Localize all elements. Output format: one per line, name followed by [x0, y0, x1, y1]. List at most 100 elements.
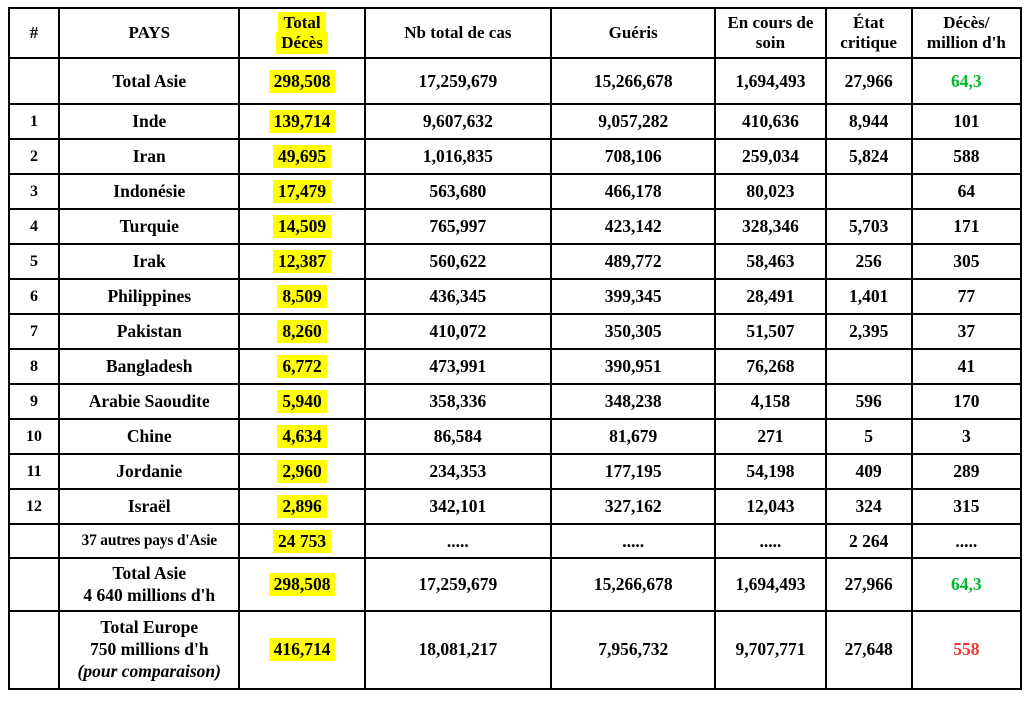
- column-header-active: En cours de soin: [714, 7, 827, 59]
- cell-total-deaths: 24 753: [238, 523, 366, 559]
- cell-total-deaths: 2,896: [238, 488, 366, 525]
- country-label: Total Asie: [112, 70, 187, 91]
- cell-critical: 5: [824, 418, 913, 455]
- cell-country: Total Asie 4 640 millions d'h: [58, 557, 241, 612]
- cell-recovered: 9,057,282: [550, 103, 717, 140]
- table-row: 11 Jordanie 2,960 234,353 177,195 54,198 409 28…: [7, 453, 1023, 490]
- table-row: 4 Turquie 14,509 765,997 423,142 328,346 5,703…: [7, 208, 1023, 245]
- cell-num: [7, 523, 61, 559]
- cell-total-deaths: 8,260: [238, 313, 366, 350]
- country-label: Inde: [132, 111, 167, 131]
- cell-total-deaths: 298,508: [238, 557, 366, 612]
- cell-country: Pakistan: [58, 313, 241, 350]
- highlighted-value: 8,509: [277, 285, 327, 308]
- table-row: Total Asie 4 640 millions d'h 298,508 17,25…: [7, 557, 1023, 612]
- highlighted-value: 6,772: [277, 355, 327, 378]
- cell-active: 1,694,493: [714, 557, 827, 612]
- column-header-label: #: [29, 22, 39, 42]
- column-header-label: Décès/: [943, 12, 990, 32]
- cell-total-cases: 9,607,632: [363, 103, 553, 140]
- cell-recovered: 350,305: [550, 313, 717, 350]
- country-label: Turquie: [119, 216, 179, 236]
- table-row: 7 Pakistan 8,260 410,072 350,305 51,507 2,395 3…: [7, 313, 1023, 350]
- cell-total-deaths: 14,509: [238, 208, 366, 245]
- country-label: Irak: [132, 251, 166, 271]
- highlighted-value: 298,508: [268, 572, 336, 596]
- table-row: Total Asie 298,508 17,259,679 15,266,678 1,6…: [7, 57, 1023, 105]
- column-header-total_deaths: Total Décès: [238, 7, 366, 59]
- cell-recovered: 466,178: [550, 173, 717, 210]
- column-header-label: soin: [755, 33, 786, 52]
- cell-recovered: 423,142: [550, 208, 717, 245]
- table-body: Total Asie 298,508 17,259,679 15,266,678 1,6…: [7, 57, 1023, 690]
- cell-active: 9,707,771: [714, 610, 827, 690]
- highlighted-value: 2,896: [277, 495, 327, 518]
- cell-country: Iran: [58, 138, 241, 175]
- cell-critical: 5,703: [824, 208, 913, 245]
- country-label: Philippines: [107, 286, 192, 306]
- column-header-recovered: Guéris: [550, 7, 717, 59]
- cell-total-deaths: 416,714: [238, 610, 366, 690]
- country-label: 4 640 millions d'h: [83, 584, 216, 605]
- cell-total-cases: 17,259,679: [363, 57, 553, 105]
- cell-critical: 5,824: [824, 138, 913, 175]
- highlighted-value: 298,508: [268, 69, 336, 93]
- cell-total-cases: 410,072: [363, 313, 553, 350]
- cell-total-deaths: 139,714: [238, 103, 366, 140]
- country-label: Jordanie: [116, 461, 183, 481]
- column-header-label: critique: [840, 33, 897, 52]
- country-label: Total Asie: [112, 562, 187, 583]
- cell-total-cases: .....: [363, 523, 553, 559]
- cell-recovered: 390,951: [550, 348, 717, 385]
- highlighted-value: 2,960: [277, 460, 327, 483]
- table-row: 37 autres pays d'Asie 24 753.............…: [7, 523, 1023, 559]
- cell-recovered: 7,956,732: [550, 610, 717, 690]
- highlighted-value: 14,509: [272, 215, 332, 238]
- cell-num: [7, 557, 61, 612]
- cell-country: Inde: [58, 103, 241, 140]
- cell-active: 259,034: [714, 138, 827, 175]
- cell-deaths-per-million: 315: [910, 488, 1023, 525]
- cell-active: 58,463: [714, 243, 827, 280]
- cell-critical: 27,966: [824, 57, 913, 105]
- cell-critical: 2,395: [824, 313, 913, 350]
- country-label: 37 autres pays d'Asie: [81, 532, 218, 549]
- column-header-critical: État critique: [824, 7, 913, 59]
- cell-country: Chine: [58, 418, 241, 455]
- cell-recovered: 15,266,678: [550, 57, 717, 105]
- cell-total-cases: 18,081,217: [363, 610, 553, 690]
- covid-asia-table: # PAYS Total Décès Nb total de cas Guéris En c…: [7, 7, 1023, 690]
- cell-critical: 596: [824, 383, 913, 420]
- cell-deaths-per-million: .....: [910, 523, 1023, 559]
- cell-deaths-per-million: 3: [910, 418, 1023, 455]
- table-row: 1 Inde 139,714 9,607,632 9,057,282 410,636 8,9…: [7, 103, 1023, 140]
- highlighted-value: 5,940: [277, 390, 327, 413]
- cell-num: 10: [7, 418, 61, 455]
- cell-critical: 27,966: [824, 557, 913, 612]
- country-label: Arabie Saoudite: [88, 391, 210, 411]
- cell-total-cases: 473,991: [363, 348, 553, 385]
- table-row: 3 Indonésie 17,479 563,680 466,178 80,023 64: [7, 173, 1023, 210]
- column-header-country: PAYS: [58, 7, 241, 59]
- cell-critical: 409: [824, 453, 913, 490]
- cell-num: 7: [7, 313, 61, 350]
- cell-critical: [824, 348, 913, 385]
- cell-num: 8: [7, 348, 61, 385]
- cell-country: Total Europe 750 millions d'h (pour compar…: [58, 610, 241, 690]
- cell-total-cases: 234,353: [363, 453, 553, 490]
- cell-active: 28,491: [714, 278, 827, 315]
- column-header-label: Total: [278, 11, 326, 34]
- cell-country: Jordanie: [58, 453, 241, 490]
- cell-critical: 324: [824, 488, 913, 525]
- cell-deaths-per-million: 171: [910, 208, 1023, 245]
- cell-deaths-per-million: 588: [910, 138, 1023, 175]
- cell-deaths-per-million: 77: [910, 278, 1023, 315]
- cell-deaths-per-million: 64,3: [910, 557, 1023, 612]
- cell-deaths-per-million: 37: [910, 313, 1023, 350]
- cell-country: Bangladesh: [58, 348, 241, 385]
- cell-num: 2: [7, 138, 61, 175]
- cell-country: 37 autres pays d'Asie: [58, 523, 241, 559]
- cell-total-deaths: 17,479: [238, 173, 366, 210]
- cell-num: 5: [7, 243, 61, 280]
- cell-total-deaths: 6,772: [238, 348, 366, 385]
